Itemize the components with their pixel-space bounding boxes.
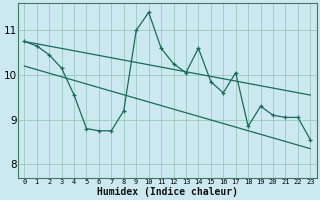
X-axis label: Humidex (Indice chaleur): Humidex (Indice chaleur) — [97, 186, 238, 197]
